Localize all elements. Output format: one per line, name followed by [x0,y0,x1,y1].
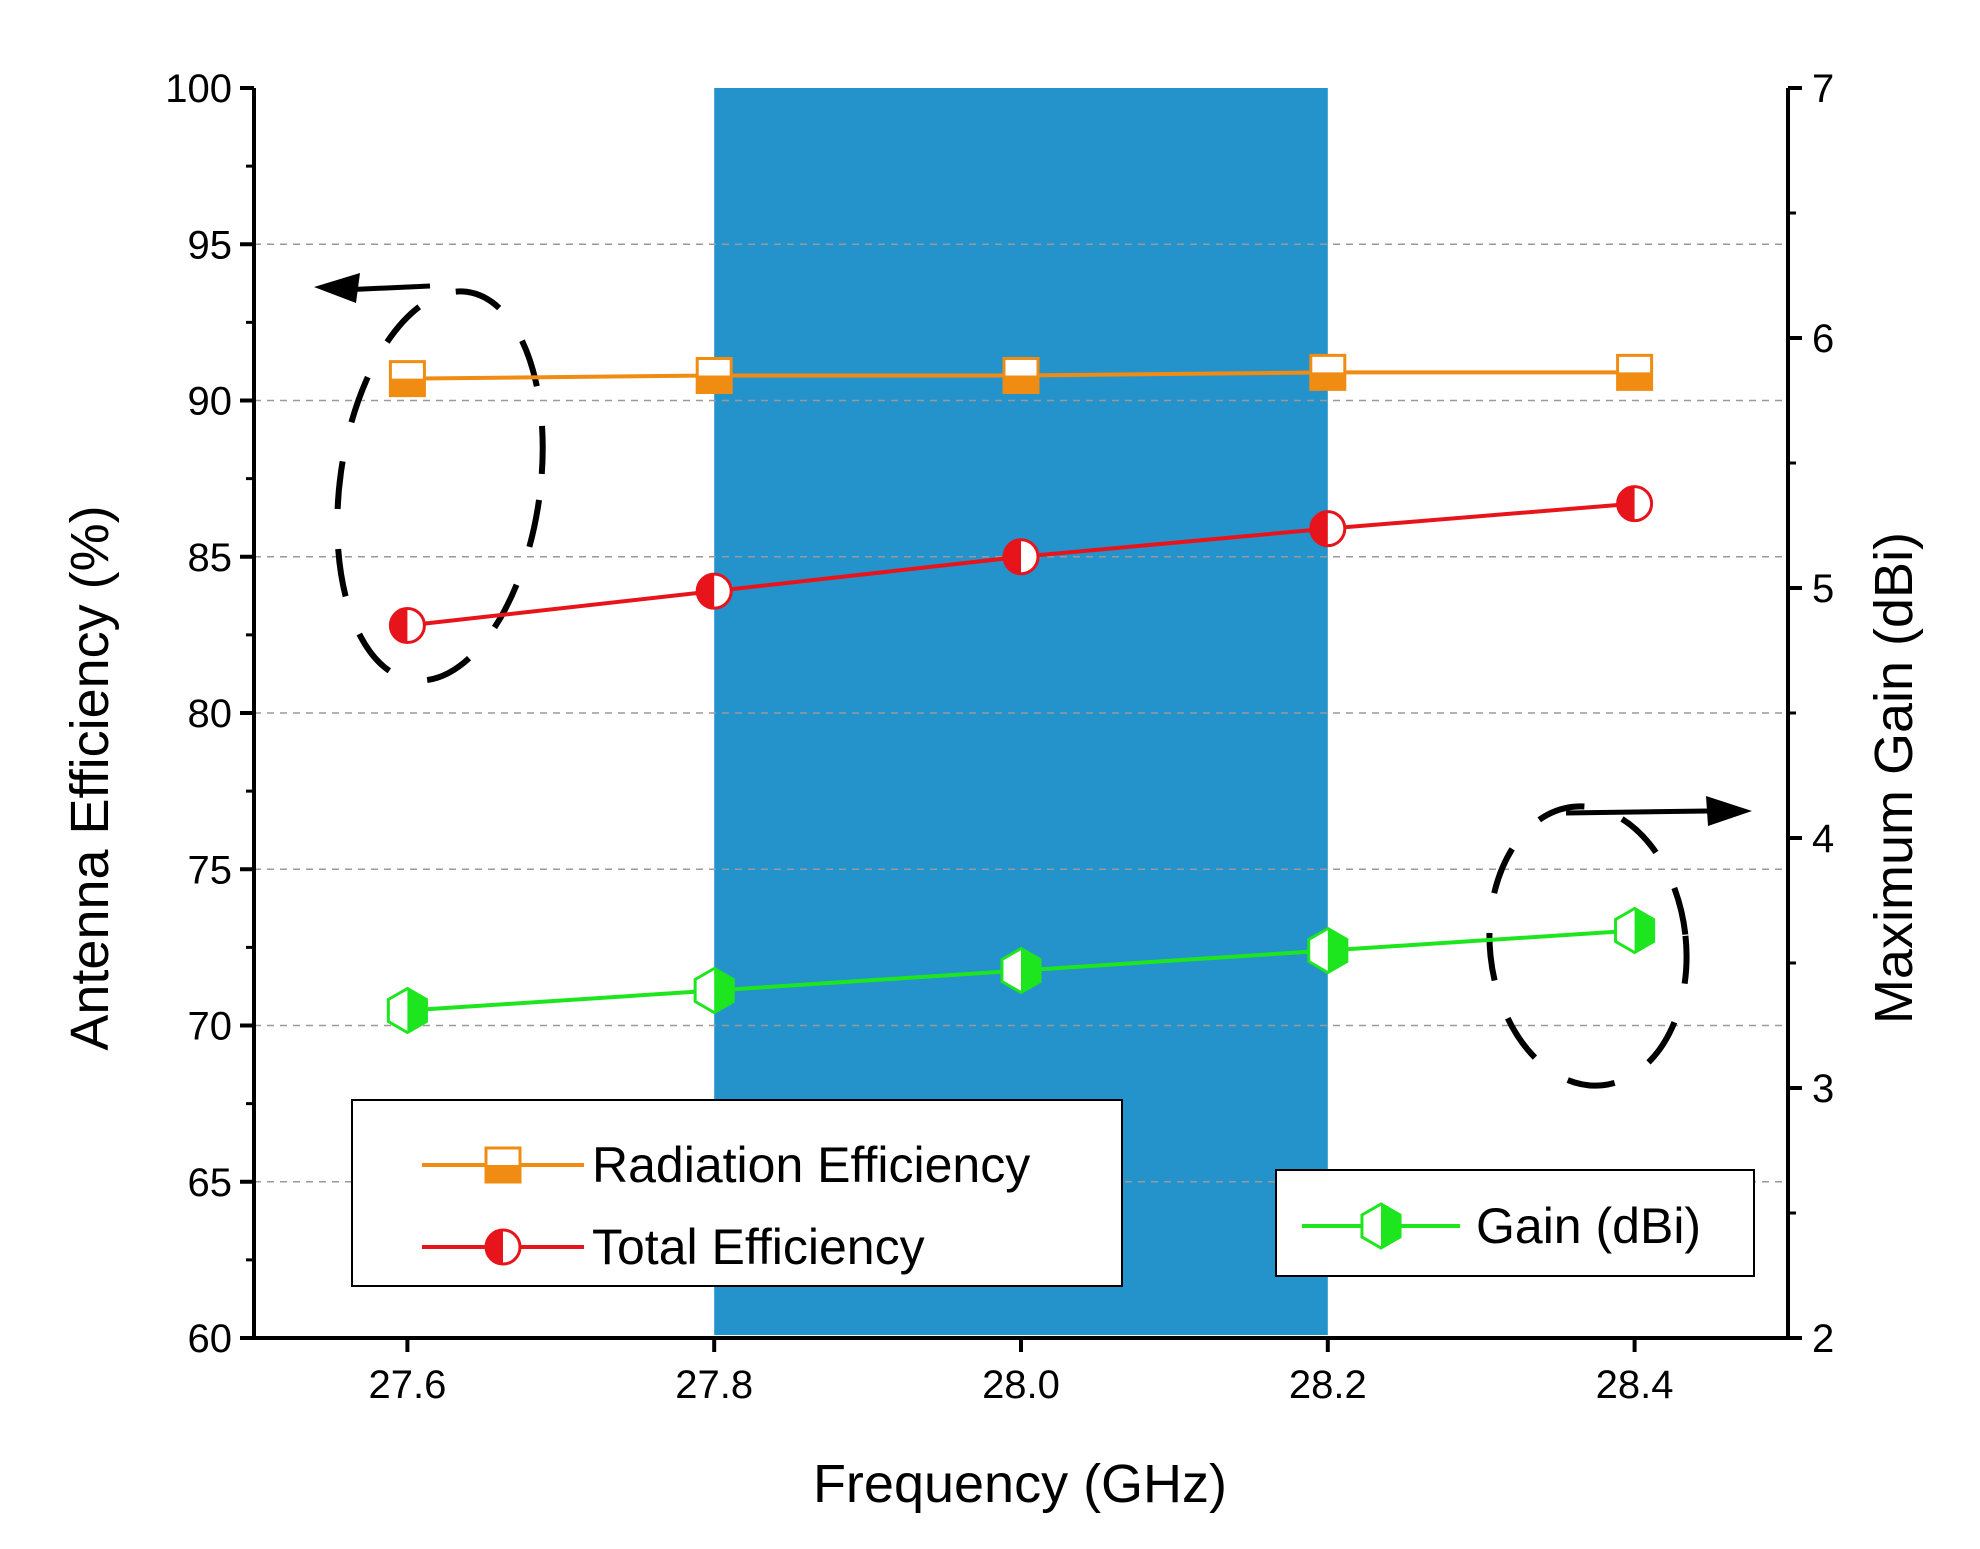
point-gain-dbi-28.0-fill [1021,948,1041,993]
axis-layer: 60 65 70 75 80 85 90 95 100 2 3 4 5 6 7 27.6 27.8 28.0 28.… [165,67,1834,1407]
left-tick-label-80: 80 [188,692,233,736]
legend-layer: Radiation Efficiency Total Efficiency Gain… [351,1099,1755,1287]
point-radiation-efficiency-28.2 [1309,353,1347,391]
legend-gain-box [1275,1169,1755,1277]
right-y-axis-label: Maximum Gain (dBi) [1864,532,1924,1024]
x-axis-label: Frequency (GHz) [813,1454,1227,1514]
point-radiation-efficiency-28.0 [1002,357,1040,394]
x-tick-label-28.4: 28.4 [1596,1363,1674,1407]
left-tick-label-90: 90 [188,380,233,424]
x-tick-label-27.6: 27.6 [368,1363,446,1407]
point-gain-dbi-28.0 [1000,946,1042,995]
point-total-efficiency-28.4-fill [1617,486,1635,521]
left-tick-label-85: 85 [188,536,233,580]
point-total-efficiency-28.0-fill [1004,539,1021,574]
legend-marker-radiation-efficiency-fill [486,1165,520,1182]
legend-label-total-efficiency: Total Efficiency [592,1219,925,1275]
point-gain-dbi-28.4-fill [1634,908,1654,953]
left-tick-label-60: 60 [188,1317,233,1361]
right-axis-indicator-ellipse [1486,803,1690,1089]
right-tick-label-5: 5 [1812,567,1834,611]
point-total-efficiency-27.8 [695,572,733,610]
point-gain-dbi-27.8 [693,966,735,1015]
point-gain-dbi-27.6-fill [407,988,427,1033]
point-radiation-efficiency-28.4 [1616,353,1654,391]
legend-marker-total-efficiency [484,1228,522,1266]
series-layer [386,353,1656,1035]
point-total-efficiency-28.2-fill [1310,511,1328,546]
point-radiation-efficiency-27.6 [388,360,426,398]
legend-label-radiation-efficiency: Radiation Efficiency [592,1137,1030,1193]
point-gain-dbi-27.6 [386,986,428,1035]
right-tick-label-7: 7 [1812,67,1834,111]
point-gain-dbi-28.2 [1307,926,1349,975]
legend-marker-gain [1360,1202,1402,1250]
right-arrow-shaft [1565,808,1709,816]
left-y-axis-label: Antenna Efficiency (%) [60,505,120,1050]
left-tick-label-65: 65 [188,1161,233,1205]
x-tick-label-28.0: 28.0 [982,1363,1060,1407]
left-tick-label-100: 100 [165,67,232,111]
point-gain-dbi-27.8-fill [714,968,734,1013]
right-tick-label-4: 4 [1812,817,1834,861]
left-axis-indicator-ellipse [334,288,546,684]
point-radiation-efficiency-28.0-fill [1004,375,1038,393]
point-gain-dbi-28.4 [1614,906,1656,955]
annotation-layer [314,273,1752,1089]
legend-efficiency: Radiation Efficiency Total Efficiency [351,1099,1123,1287]
legend-marker-total-efficiency-fill [486,1230,503,1264]
point-total-efficiency-27.6-fill [390,608,408,643]
point-total-efficiency-28.0 [1002,538,1040,576]
legend-efficiency-box [351,1099,1123,1287]
point-total-efficiency-27.6 [388,607,426,644]
left-arrow-head [314,273,360,303]
legend-label-gain: Gain (dBi) [1476,1198,1701,1254]
legend-marker-gain-fill [1381,1204,1401,1248]
left-tick-label-70: 70 [188,1005,233,1049]
point-total-efficiency-27.8-fill [697,574,715,609]
point-radiation-efficiency-27.6-fill [390,378,425,396]
right-tick-label-3: 3 [1812,1067,1834,1111]
left-tick-label-95: 95 [188,223,233,267]
right-arrow-head [1706,796,1752,826]
legend-marker-radiation-efficiency [484,1146,522,1184]
right-tick-label-2: 2 [1812,1317,1834,1361]
legend-gain: Gain (dBi) [1275,1169,1755,1277]
point-total-efficiency-28.4 [1616,485,1654,523]
point-gain-dbi-28.2-fill [1327,928,1347,973]
point-total-efficiency-28.2 [1309,510,1347,548]
x-tick-label-27.8: 27.8 [675,1363,753,1407]
left-tick-label-75: 75 [188,848,233,892]
point-radiation-efficiency-28.4-fill [1617,372,1652,390]
point-radiation-efficiency-27.8 [695,357,733,394]
point-radiation-efficiency-28.2-fill [1310,372,1345,390]
point-radiation-efficiency-27.8-fill [697,375,732,393]
right-tick-label-6: 6 [1812,317,1834,361]
x-tick-label-28.2: 28.2 [1289,1363,1367,1407]
